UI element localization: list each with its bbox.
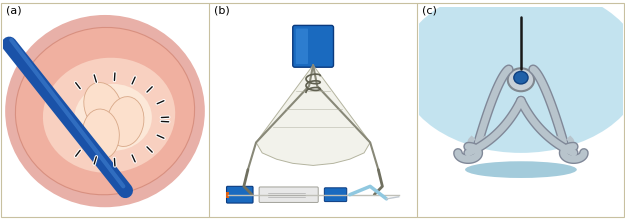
- Text: (c): (c): [422, 6, 437, 15]
- Ellipse shape: [514, 71, 528, 84]
- Ellipse shape: [508, 68, 534, 91]
- FancyBboxPatch shape: [296, 29, 308, 64]
- Ellipse shape: [43, 58, 175, 173]
- Ellipse shape: [16, 28, 194, 195]
- Ellipse shape: [82, 109, 119, 159]
- Text: (b): (b): [214, 6, 229, 15]
- FancyBboxPatch shape: [324, 188, 347, 202]
- FancyBboxPatch shape: [259, 187, 318, 202]
- FancyBboxPatch shape: [226, 186, 253, 203]
- Ellipse shape: [107, 97, 144, 147]
- Ellipse shape: [84, 82, 122, 131]
- Ellipse shape: [5, 15, 205, 207]
- Text: (a): (a): [6, 6, 21, 15]
- Ellipse shape: [465, 161, 577, 178]
- Polygon shape: [256, 65, 370, 165]
- Bar: [226, 192, 229, 198]
- Ellipse shape: [74, 84, 152, 151]
- Ellipse shape: [399, 0, 625, 153]
- FancyBboxPatch shape: [292, 26, 334, 67]
